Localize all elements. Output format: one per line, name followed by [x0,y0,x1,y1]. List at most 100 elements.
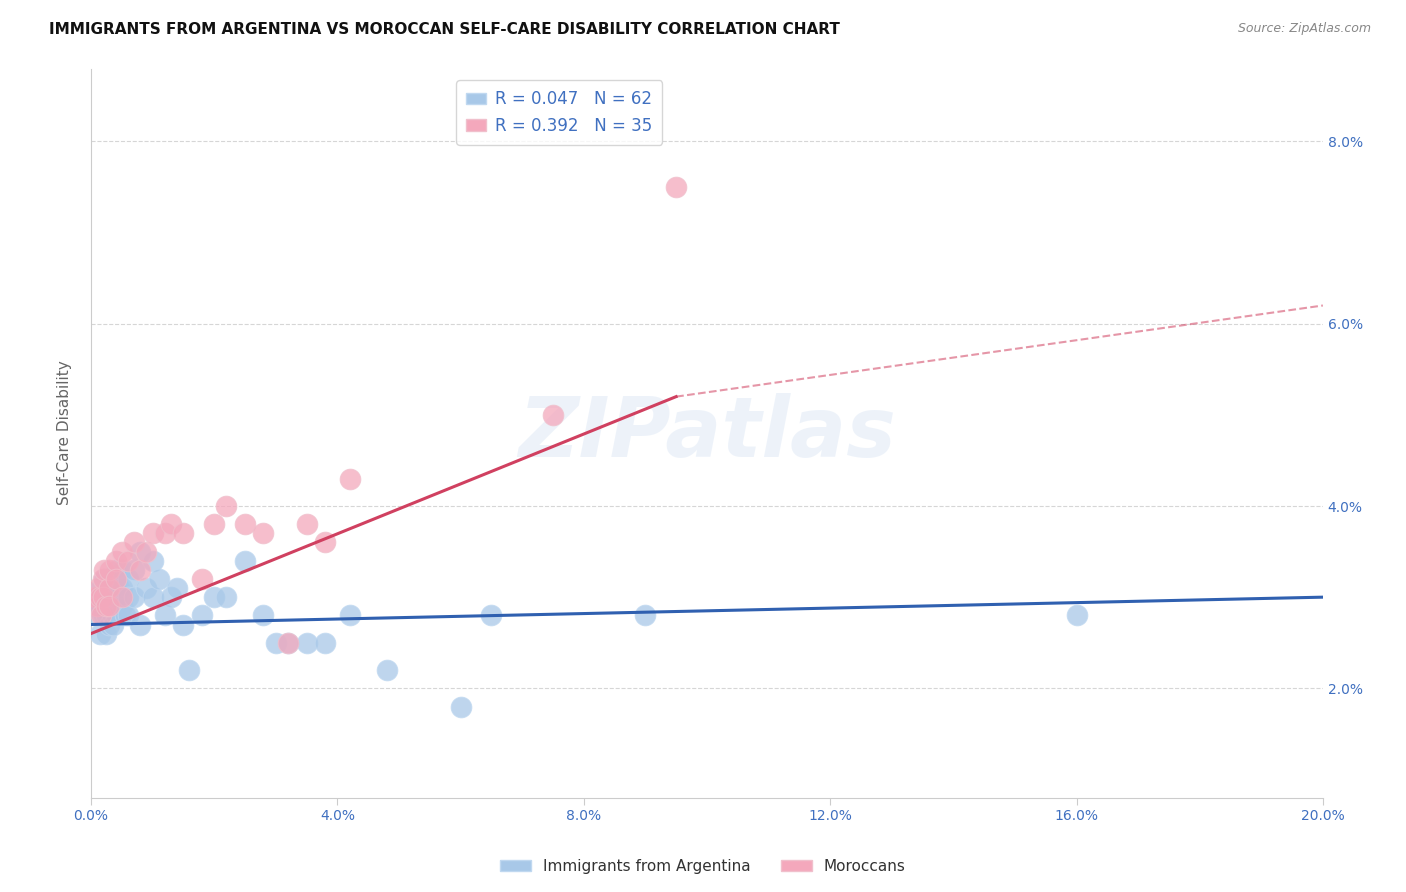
Point [122,563,145,577]
Point [314,636,336,650]
Point [89,626,111,640]
Point [104,554,127,568]
Point [87,581,110,595]
Point [91,572,114,586]
Point [104,590,127,604]
Point [153,526,176,541]
Point [93,572,115,586]
Point [117,590,139,604]
Point [84,599,107,614]
Point [107,581,129,595]
Point [141,526,163,541]
Point [89,590,111,604]
Point [202,517,225,532]
Point [96,626,118,640]
Point [87,590,110,604]
Point [111,590,134,604]
Point [104,572,127,586]
Point [172,526,194,541]
Point [98,599,121,614]
Legend: R = 0.047   N = 62, R = 0.392   N = 35: R = 0.047 N = 62, R = 0.392 N = 35 [457,80,662,145]
Point [264,636,287,650]
Point [100,572,122,586]
Point [90,608,112,623]
Point [101,608,124,623]
Point [160,517,183,532]
Point [91,608,114,623]
Point [129,544,152,558]
Point [252,608,274,623]
Point [98,563,121,577]
Point [104,572,127,586]
Point [86,608,108,623]
Point [339,608,361,623]
Text: Source: ZipAtlas.com: Source: ZipAtlas.com [1237,22,1371,36]
Point [103,590,125,604]
Point [98,617,121,632]
Point [215,499,238,513]
Point [84,590,107,604]
Point [277,636,299,650]
Point [1066,608,1088,623]
Point [98,599,121,614]
Point [233,517,256,532]
Point [202,590,225,604]
Point [375,663,398,677]
Point [104,608,127,623]
Y-axis label: Self-Care Disability: Self-Care Disability [58,360,72,506]
Point [91,590,114,604]
Point [215,590,238,604]
Text: ZIPatlas: ZIPatlas [517,392,896,474]
Point [191,572,214,586]
Point [101,617,124,632]
Point [295,636,318,650]
Point [160,590,183,604]
Point [479,608,502,623]
Point [191,608,214,623]
Point [122,590,145,604]
Point [91,590,114,604]
Point [101,599,124,614]
Point [117,572,139,586]
Point [141,590,163,604]
Point [96,599,118,614]
Point [122,535,145,549]
Point [277,636,299,650]
Point [339,472,361,486]
Text: IMMIGRANTS FROM ARGENTINA VS MOROCCAN SELF-CARE DISABILITY CORRELATION CHART: IMMIGRANTS FROM ARGENTINA VS MOROCCAN SE… [49,22,841,37]
Point [179,663,201,677]
Point [98,590,121,604]
Point [129,563,152,577]
Point [111,544,134,558]
Point [314,535,336,549]
Point [117,608,139,623]
Point [129,617,152,632]
Point [450,699,472,714]
Point [89,599,111,614]
Point [135,544,157,558]
Point [98,581,121,595]
Point [91,590,114,604]
Point [541,408,564,422]
Point [141,554,163,568]
Point [233,554,256,568]
Point [111,581,134,595]
Point [111,599,134,614]
Point [135,581,157,595]
Point [172,617,194,632]
Point [93,590,115,604]
Point [93,563,115,577]
Point [98,581,121,595]
Point [665,180,688,194]
Point [634,608,657,623]
Point [90,581,112,595]
Point [96,608,118,623]
Point [117,554,139,568]
Point [252,526,274,541]
Point [295,517,318,532]
Point [148,572,170,586]
Point [105,563,128,577]
Point [86,599,108,614]
Point [166,581,188,595]
Point [111,563,134,577]
